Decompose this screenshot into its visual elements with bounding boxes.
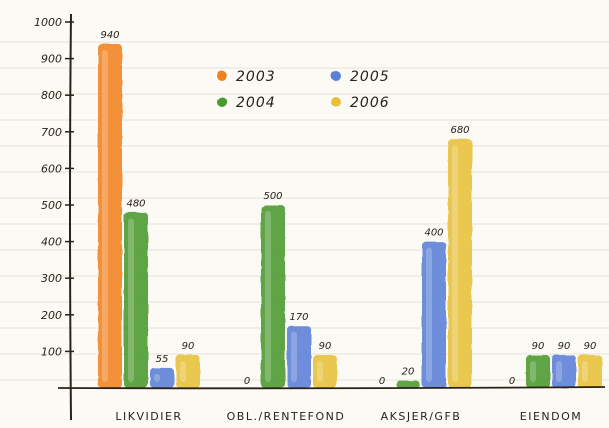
legend-swatch xyxy=(217,97,227,107)
data-label: 0 xyxy=(244,376,250,387)
legend-swatch xyxy=(331,71,341,81)
bar-highlight xyxy=(102,49,108,383)
y-tick-label: 800 xyxy=(41,89,62,102)
data-label: 90 xyxy=(319,341,332,352)
bar-2004-aksjergfb xyxy=(396,380,420,388)
bar-highlight xyxy=(265,211,271,382)
bar-highlight xyxy=(426,247,432,382)
y-tick-label: 100 xyxy=(41,345,62,358)
y-tick-label: 900 xyxy=(41,53,62,66)
legend-swatch xyxy=(331,97,341,107)
data-label: 170 xyxy=(289,312,308,323)
y-axis-line xyxy=(69,13,72,421)
bar-2005-oblrentefond xyxy=(287,325,311,388)
data-label: 480 xyxy=(126,198,145,209)
y-tick-label: 500 xyxy=(41,199,62,212)
bar-highlight xyxy=(530,361,536,382)
legend-label: 2006 xyxy=(350,95,390,111)
bar-highlight xyxy=(452,145,458,382)
bar-2004-oblrentefond xyxy=(261,205,285,388)
legend-label: 2003 xyxy=(236,69,276,85)
bar-highlight xyxy=(582,361,588,382)
bar-2004-likvidier xyxy=(124,212,148,388)
y-tick-label: 300 xyxy=(41,272,62,285)
bar-highlight xyxy=(291,331,297,382)
data-label: 680 xyxy=(450,125,469,136)
bar-2003-likvidier xyxy=(98,43,122,389)
y-tick-label: 600 xyxy=(41,162,62,175)
bar-highlight xyxy=(128,218,134,382)
x-axis-line xyxy=(57,386,606,390)
data-label: 400 xyxy=(424,228,443,239)
bar-highlight xyxy=(154,373,160,382)
category-label: EIENDOM xyxy=(520,410,583,423)
data-label: 90 xyxy=(532,341,545,352)
category-label: LIKVIDIER xyxy=(115,410,182,423)
bar-2005-aksjergfb xyxy=(422,241,446,388)
bar-2004-eiendom xyxy=(526,355,550,388)
data-label: 500 xyxy=(263,191,282,202)
data-label: 90 xyxy=(584,341,597,352)
bar-2005-likvidier xyxy=(150,367,174,388)
bar-highlight xyxy=(317,361,323,382)
y-tick-label: 1000 xyxy=(34,16,62,29)
bar-2006-oblrentefond xyxy=(313,355,337,388)
data-label: 20 xyxy=(402,367,415,378)
y-tick-label: 700 xyxy=(41,126,62,139)
category-label: OBL./RENTEFOND xyxy=(227,410,346,423)
data-label: 940 xyxy=(100,30,119,41)
data-label: 0 xyxy=(509,376,515,387)
bar-highlight xyxy=(556,361,562,382)
legend-label: 2004 xyxy=(236,95,276,111)
legend-label: 2005 xyxy=(350,69,390,85)
bar-2006-aksjergfb xyxy=(448,139,472,388)
data-label: 90 xyxy=(182,341,195,352)
data-label: 0 xyxy=(379,376,385,387)
y-tick-label: 200 xyxy=(41,309,62,322)
bar-2006-likvidier xyxy=(176,355,200,388)
bar-2005-eiendom xyxy=(552,355,576,388)
bar-2006-eiendom xyxy=(578,355,602,388)
data-label: 90 xyxy=(558,341,571,352)
category-label: AKSJER/GFB xyxy=(381,410,462,423)
legend-swatch xyxy=(217,71,227,81)
y-tick-label: 400 xyxy=(41,236,62,249)
data-label: 55 xyxy=(156,354,169,365)
bar-highlight xyxy=(180,361,186,382)
